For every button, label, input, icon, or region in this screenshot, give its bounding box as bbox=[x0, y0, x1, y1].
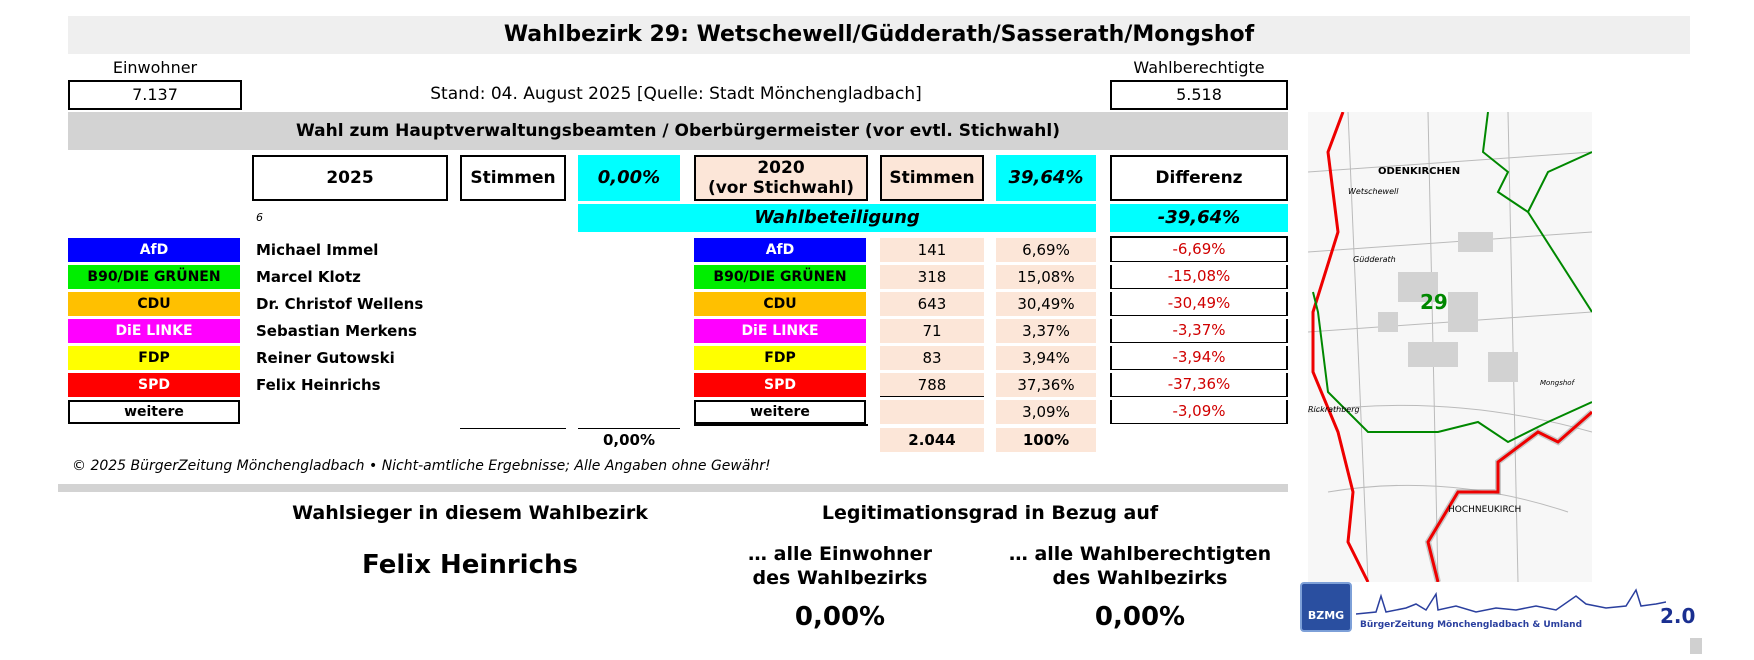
candidate-name: Felix Heinrichs bbox=[256, 376, 381, 394]
winner-name: Felix Heinrichs bbox=[362, 550, 578, 580]
total-stimmen-2020: 2.044 bbox=[880, 428, 984, 452]
map-label-mongshof: Mongshof bbox=[1540, 379, 1576, 387]
legitimation-berechtigte-line2: des Wahlbezirks bbox=[1052, 567, 1228, 589]
candidate-name: Reiner Gutowski bbox=[256, 349, 395, 367]
legitimation-einwohner-label: … alle Einwohner des Wahlbezirks bbox=[700, 542, 980, 590]
page-title: Wahlbezirk 29: Wetschewell/Güdderath/Sas… bbox=[68, 16, 1690, 54]
stand-note: Stand: 04. August 2025 [Quelle: Stadt Mö… bbox=[430, 84, 922, 104]
legitimation-einwohner-line2: des Wahlbezirks bbox=[752, 567, 928, 589]
party-badge-2025: SPD bbox=[68, 373, 240, 397]
candidate-name: Dr. Christof Wellens bbox=[256, 295, 424, 313]
legitimation-berechtigte-value: 0,00% bbox=[1094, 602, 1186, 632]
header-2020: 2020 (vor Stichwahl) bbox=[694, 155, 868, 201]
legitimation-einwohner-line1: … alle Einwohner bbox=[748, 543, 932, 565]
pct-2020-cell: 6,69% bbox=[996, 238, 1096, 262]
stimmen-2020-cell: 83 bbox=[880, 346, 984, 370]
pct-2020-cell: 3,37% bbox=[996, 319, 1096, 343]
diff-cell: -3,94% bbox=[1110, 346, 1288, 370]
header-2025: 2025 bbox=[252, 155, 448, 201]
diff-cell: -3,37% bbox=[1110, 319, 1288, 343]
party-badge-2020: AfD bbox=[694, 238, 866, 262]
district-map-graphic: ODENKIRCHEN Wetschewell Güdderath 29 Mon… bbox=[1308, 112, 1592, 582]
map-label-odenkirchen: ODENKIRCHEN bbox=[1378, 166, 1460, 177]
party-badge-2020: weitere bbox=[694, 400, 866, 424]
party-badge-2025: FDP bbox=[68, 346, 240, 370]
stimmen-2020-cell bbox=[880, 400, 984, 424]
header-stimmen-2025: Stimmen bbox=[460, 155, 566, 201]
footer-divider bbox=[58, 484, 1288, 492]
stimmen-2020-cell: 318 bbox=[880, 265, 984, 289]
party-badge-2020: SPD bbox=[694, 373, 866, 397]
scroll-corner bbox=[1690, 638, 1702, 654]
candidate-name: Marcel Klotz bbox=[256, 268, 361, 286]
pct-2020-cell: 30,49% bbox=[996, 292, 1096, 316]
header-2020-line2: (vor Stichwahl) bbox=[707, 178, 855, 198]
legitimation-berechtigte-line1: … alle Wahlberechtigten bbox=[1008, 543, 1272, 565]
stimmen-2020-cell: 71 bbox=[880, 319, 984, 343]
map-label-hochneukirch: HOCHNEUKIRCH bbox=[1448, 505, 1521, 515]
pct-2020-cell: 3,94% bbox=[996, 346, 1096, 370]
party-badge-2025: weitere bbox=[68, 400, 240, 424]
diff-cell: -37,36% bbox=[1110, 373, 1288, 397]
header-2020-line1: 2020 bbox=[757, 158, 805, 178]
header-stimmen-2020: Stimmen bbox=[880, 155, 984, 201]
map-label-district-number: 29 bbox=[1420, 290, 1448, 314]
party-badge-2020: CDU bbox=[694, 292, 866, 316]
wahlberechtigte-value: 5.518 bbox=[1110, 80, 1288, 110]
pct-2020-cell: 3,09% bbox=[996, 400, 1096, 424]
wahlbeteiligung-diff: -39,64% bbox=[1110, 204, 1288, 232]
party-badge-2020: FDP bbox=[694, 346, 866, 370]
map-label-guedderath: Güdderath bbox=[1353, 255, 1396, 264]
party-badge-2025: CDU bbox=[68, 292, 240, 316]
legitimation-einwohner-value: 0,00% bbox=[794, 602, 886, 632]
candidate-name: Michael Immel bbox=[256, 241, 379, 259]
legitimation-berechtigte-label: … alle Wahlberechtigten des Wahlbezirks bbox=[1000, 542, 1280, 590]
section-title: Wahl zum Hauptverwaltungsbeamten / Oberb… bbox=[68, 112, 1288, 150]
header-differenz: Differenz bbox=[1110, 155, 1288, 201]
einwohner-value: 7.137 bbox=[68, 80, 242, 110]
diff-cell: -30,49% bbox=[1110, 292, 1288, 316]
total-pct-2020: 100% bbox=[996, 428, 1096, 452]
party-badge-2020: B90/DIE GRÜNEN bbox=[694, 265, 866, 289]
einwohner-label: Einwohner bbox=[112, 58, 198, 77]
party-badge-2025: DiE LINKE bbox=[68, 319, 240, 343]
winner-heading: Wahlsieger in diesem Wahlbezirk bbox=[292, 502, 648, 524]
total-pct-2025: 0,00% bbox=[602, 431, 656, 449]
map-label-wetschewell: Wetschewell bbox=[1348, 187, 1399, 196]
party-badge-2020: DiE LINKE bbox=[694, 319, 866, 343]
diff-cell: -6,69% bbox=[1110, 238, 1288, 262]
header-pct-2025: 0,00% bbox=[578, 155, 680, 201]
wahlberechtigte-label: Wahlberechtigte bbox=[1133, 58, 1265, 77]
skyline-graphic bbox=[1355, 588, 1667, 615]
skyline-logo bbox=[1355, 584, 1667, 622]
stimmen-2020-cell: 788 bbox=[880, 373, 984, 397]
pct-2020-cell: 15,08% bbox=[996, 265, 1096, 289]
header-pct-2020: 39,64% bbox=[996, 155, 1096, 201]
party-badge-2025: B90/DIE GRÜNEN bbox=[68, 265, 240, 289]
stimmen-2020-cell: 141 bbox=[880, 238, 984, 262]
pct-2020-cell: 37,36% bbox=[996, 373, 1096, 397]
candidate-name bbox=[256, 400, 456, 424]
candidate-name: Sebastian Merkens bbox=[256, 322, 417, 340]
footer-note: © 2025 BürgerZeitung Mönchengladbach • N… bbox=[72, 458, 771, 474]
logo-tagline: BürgerZeitung Mönchengladbach & Umland bbox=[1360, 620, 1583, 630]
stimmen-2020-cell: 643 bbox=[880, 292, 984, 316]
district-map: ODENKIRCHEN Wetschewell Güdderath 29 Mon… bbox=[1308, 112, 1592, 582]
map-label-rickrathberg: Rickrathberg bbox=[1308, 405, 1360, 414]
pct-2025-total-line bbox=[578, 428, 680, 429]
bzmg-logo-badge: BZMG bbox=[1300, 582, 1352, 632]
party-badge-2025: AfD bbox=[68, 238, 240, 262]
small-note: 6 bbox=[256, 211, 263, 224]
wahlbeteiligung-label: Wahlbeteiligung bbox=[578, 204, 1096, 232]
row-divider bbox=[694, 424, 868, 426]
stimmen-2025-total-line bbox=[460, 428, 566, 429]
diff-cell: -15,08% bbox=[1110, 265, 1288, 289]
version-label: 2.0 bbox=[1660, 604, 1696, 628]
diff-cell: -3,09% bbox=[1110, 400, 1288, 424]
diff-top-border bbox=[1110, 236, 1288, 238]
legitimation-heading: Legitimationsgrad in Bezug auf bbox=[821, 502, 1159, 524]
